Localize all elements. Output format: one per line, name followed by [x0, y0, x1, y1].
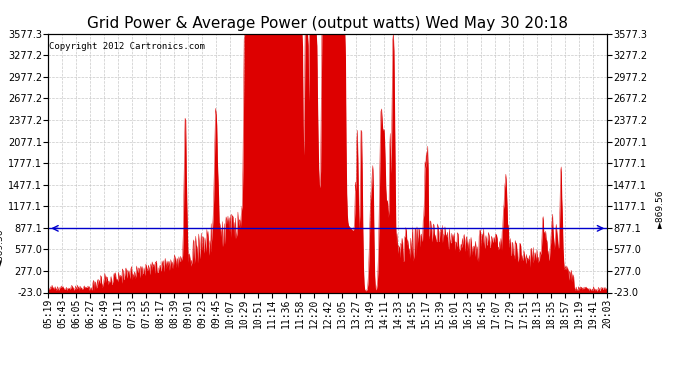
Text: ►869.56: ►869.56 — [656, 190, 664, 228]
Title: Grid Power & Average Power (output watts) Wed May 30 20:18: Grid Power & Average Power (output watts… — [87, 16, 569, 31]
Text: ◄869.56: ◄869.56 — [0, 228, 6, 267]
Text: Copyright 2012 Cartronics.com: Copyright 2012 Cartronics.com — [50, 42, 206, 51]
